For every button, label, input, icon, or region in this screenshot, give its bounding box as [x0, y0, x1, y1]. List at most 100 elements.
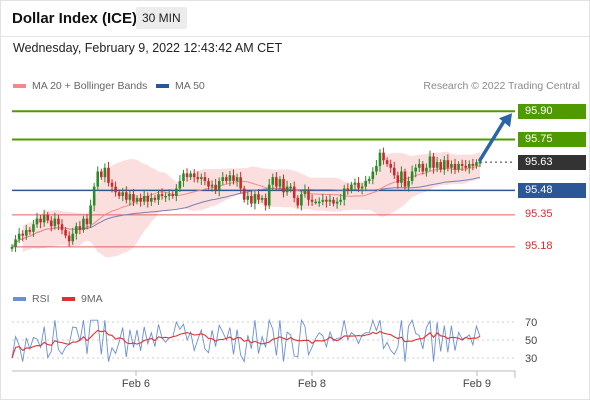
candle-body: [60, 224, 64, 230]
rsi-label: RSI: [32, 293, 50, 305]
candle: [428, 150, 432, 172]
candle-body: [389, 163, 392, 168]
timeframe-button[interactable]: 30 MIN: [136, 7, 187, 29]
arrow-head: [499, 113, 512, 128]
candle: [264, 193, 267, 211]
candle-body: [110, 182, 114, 187]
arrow-shaft: [478, 119, 506, 162]
candle: [442, 155, 446, 175]
candle-body: [100, 171, 103, 178]
ma20-label: MA 20 + Bollinger Bands: [32, 80, 148, 92]
rsi-line: [11, 318, 481, 364]
candle-body: [200, 177, 203, 180]
candle: [310, 194, 314, 207]
candle: [257, 189, 260, 205]
candle: [64, 227, 67, 239]
candle-body: [21, 233, 25, 236]
candle-body: [403, 171, 407, 187]
candle-body: [117, 192, 121, 197]
candle-body: [425, 167, 428, 172]
candle: [164, 192, 167, 202]
candle-body: [264, 197, 267, 206]
candle-body: [285, 186, 289, 193]
rsi-tick-label: 70: [525, 317, 537, 329]
candle-body: [450, 163, 453, 168]
candle: [178, 175, 182, 193]
candle: [157, 189, 160, 205]
candle-body: [57, 218, 60, 225]
candle: [189, 170, 192, 180]
candle-body: [132, 194, 135, 202]
bollinger-fill: [22, 151, 480, 258]
candle: [285, 180, 289, 196]
candle: [453, 158, 457, 174]
candle-body: [207, 180, 210, 187]
candle-body: [303, 190, 307, 195]
candle: [78, 221, 82, 235]
candle-body: [146, 196, 150, 202]
candle: [242, 185, 246, 203]
ma9-swatch: [62, 297, 75, 301]
candle: [300, 189, 303, 211]
candle-body: [457, 163, 460, 170]
candle: [425, 163, 428, 177]
candle: [400, 166, 403, 188]
candle-body: [17, 233, 21, 240]
candle-body: [375, 165, 378, 172]
candle: [75, 222, 78, 240]
candle: [28, 227, 32, 235]
candle-body: [128, 194, 132, 200]
candles: [10, 147, 482, 253]
candle-body: [282, 179, 285, 193]
candle: [96, 166, 100, 191]
candle: [446, 154, 450, 172]
candle: [332, 196, 335, 207]
candle-body: [350, 184, 353, 191]
candle-body: [24, 229, 28, 236]
candle: [267, 178, 271, 210]
candle-body: [35, 218, 39, 225]
legend-ma20: MA 20 + Bollinger Bands: [13, 80, 147, 92]
candle: [14, 235, 17, 253]
candle-body: [317, 201, 321, 204]
candle: [417, 158, 421, 173]
candle: [21, 230, 25, 242]
candle-body: [64, 229, 67, 236]
x-tick-label: Feb 8: [298, 378, 326, 390]
candle-body: [357, 182, 360, 189]
candle: [39, 215, 42, 229]
candle: [460, 159, 464, 171]
candle-body: [210, 184, 214, 187]
ma9-label: 9MA: [81, 293, 103, 305]
candle: [71, 227, 75, 245]
candle-body: [239, 177, 242, 189]
candle: [221, 172, 225, 186]
candle-body: [471, 163, 475, 166]
candle-body: [321, 199, 325, 202]
candle-body: [225, 177, 228, 181]
candle: [92, 183, 96, 212]
candle-body: [382, 152, 385, 161]
candle-body: [432, 156, 435, 168]
candle: [139, 193, 142, 207]
candle-body: [439, 162, 443, 170]
instrument-title: Dollar Index (ICE): [12, 10, 138, 27]
candle: [89, 199, 92, 228]
level-lines: [12, 110, 515, 248]
candle: [85, 214, 89, 230]
level-label-support: 95.18: [525, 240, 553, 253]
candle-body: [103, 167, 107, 178]
level-label-resistance: 95.90: [518, 103, 586, 119]
candle: [353, 178, 357, 190]
candle: [132, 189, 135, 207]
candle-body: [392, 167, 396, 176]
candle-body: [10, 246, 14, 249]
candle-body: [335, 201, 339, 204]
candle-body: [325, 199, 328, 202]
candle: [467, 160, 471, 174]
candle: [121, 187, 125, 202]
candle-body: [428, 156, 432, 168]
candle-body: [328, 199, 332, 202]
candle: [464, 160, 468, 172]
